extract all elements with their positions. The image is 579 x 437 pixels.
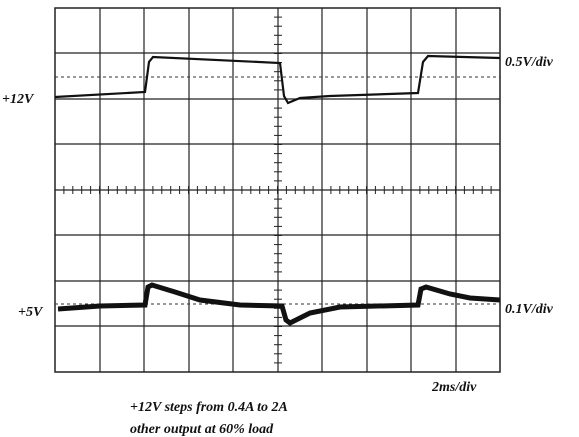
channel-label: +5V (18, 305, 44, 320)
upper-trace (54, 54, 501, 105)
time-scale-label: 2ms/div (431, 380, 477, 395)
scale-label: 0.5V/div (505, 55, 554, 70)
center-ticks (54, 7, 501, 364)
lower-trace (57, 282, 501, 326)
channel-label: +12V (2, 92, 35, 107)
caption: other output at 60% load (130, 422, 274, 437)
scale-label: 0.1V/div (505, 302, 554, 317)
caption: +12V steps from 0.4A to 2A (130, 400, 288, 415)
